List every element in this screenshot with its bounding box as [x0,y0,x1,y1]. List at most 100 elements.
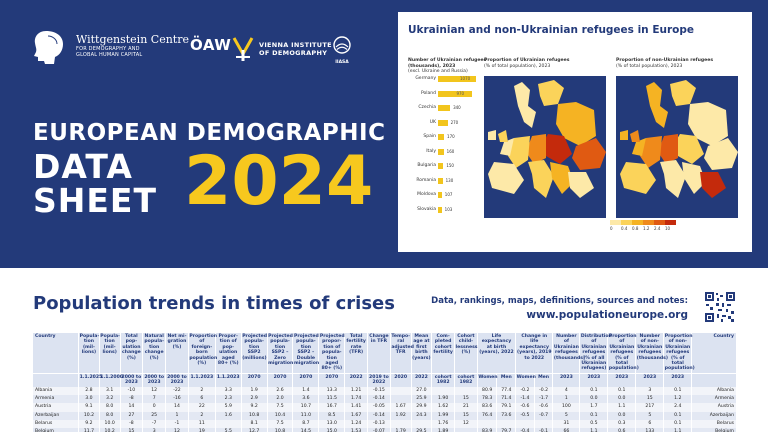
table-cell: -0.14 [367,411,391,420]
table-cell: -8 [120,419,144,429]
table-cell: 27.0 [411,386,433,395]
table-row: Azerbaijan 10.2 8.0 27 25 1 2 1.6 10.8 10.4 11.0 8.… [33,411,737,420]
column-subheader: 2023 [663,372,693,387]
table-cell: 5 [635,411,665,420]
bar-label: Slovakia [417,206,436,212]
table-cell: 1.76 [431,419,456,429]
table-cell: 10.0 [99,419,121,429]
table-cell: 3.1 [99,386,121,395]
table-cell: 11.0 [292,411,320,420]
bar-value: 130 [445,177,454,183]
column-subheader [691,372,737,387]
table-cell: -0.2 [534,386,554,395]
table-row: Belgium 11.7 10.2 15 3 12 19 5.5 12.7 10.8 14.5 15.… [33,428,737,432]
qr-code-icon[interactable] [704,291,736,323]
website-url-link[interactable]: www.populationeurope.org [526,309,688,321]
column-subheader: 2070 [241,372,268,387]
bar-row: Moldova 107 [408,190,508,200]
column-subheader: Women [515,372,536,387]
legend-label: 0.8 [632,226,639,231]
table-cell: Austria [691,403,737,412]
column-subheader: 2000 to 2023 [165,372,189,387]
legend-label: 1.2 [643,226,650,231]
column-header: Net mi-gration (%) [165,333,189,374]
map2-heading-bold: Proportion of non-Ukrainian refugees [616,58,714,63]
table-cell: 2 [188,386,216,395]
table-row: Albania 2.8 3.1 -10 12 -22 2 3.3 1.9 2.6 1.4 13.3 1.… [33,386,737,395]
bar-label: Italy [426,148,436,154]
legend-swatch [632,220,643,225]
bar-mark [438,177,443,184]
column-header: Projected popula-tion SSP2 – Zero migrat… [267,333,294,374]
table-cell: 79.7 [496,428,517,432]
map2-heading-note: (% of total population), 2023 [616,63,683,69]
column-subheader: 1.1.2023 [188,372,216,387]
table-cell: 83.9 [477,428,498,432]
bar-row: Czechia 340 [408,103,508,113]
table-cell: 10.2 [99,428,121,432]
table-cell: 1.67 [344,411,369,420]
column-subheader: 2070 [318,372,346,387]
table-cell: 217 [635,403,665,412]
bar-row: Poland 970 [408,89,508,99]
bar-value: 1070 [460,76,471,81]
bar-mark [438,163,444,169]
column-header: Country [691,333,737,374]
map1-heading-bold: Proportion of Ukrainian refugees [484,58,570,63]
table-cell: 5 [552,411,581,420]
table-cell: -1.4 [515,394,535,404]
table-cell: 21 [454,403,478,412]
column-subheader: 2070 [267,372,294,387]
table-cell [215,419,242,429]
column-header: Proportion of Ukrainian refugees (% of t… [607,333,639,374]
legend-label: 2.4 [654,226,661,231]
table-cell: 0.1 [607,386,637,395]
legend-swatch [654,220,665,225]
table-cell: 0.0 [607,411,637,420]
bar-label: Romania [416,177,436,183]
column-header: Propor-tion of pop-ulation aged 80+ (%) [215,333,242,374]
table-cell: 80.9 [477,386,498,395]
column-header: Projected popula-tion SSP2 (millions) [241,333,268,374]
column-subheader: Men [534,372,554,387]
table-cell: 1.74 [344,394,369,404]
bar-value: 170 [447,134,455,139]
table-cell [454,386,478,395]
bar-value: 270 [450,119,459,125]
table-cell: Azerbaijan [33,411,80,420]
bar-mark [438,192,442,198]
data-table: Country Popula-tion (mil-lions) Popula-tio… [33,333,737,432]
table-cell: Belarus [691,419,737,429]
iiasa-name: IIASA [335,60,349,65]
table-cell: -0.13 [367,419,391,429]
wc-sub1: FOR DEMOGRAPHY AND [76,46,140,52]
table-cell: 10.7 [292,403,320,412]
bar-row: Bulgaria 150 [408,161,508,171]
table-cell: Belgium [33,428,80,432]
bar-value: 103 [444,206,453,212]
wittgenstein-centre-logo: Wittgenstein Centre FOR DEMOGRAPHY AND G… [30,28,189,64]
table-cell: Albania [691,386,737,395]
table-cell: 8.1 [241,419,268,429]
table-cell: -0.5 [515,411,535,420]
table-cell: 0.6 [607,428,637,432]
table-cell: 76.4 [477,411,498,420]
table-cell: 29.9 [411,403,433,412]
table-cell: 15 [454,394,478,404]
bar-mark [438,206,442,213]
column-header: Projected propor-tion of popula-tion age… [318,333,346,374]
table-cell: 25.9 [411,394,433,404]
table-cell: 100 [552,403,581,412]
column-header: Country [33,333,80,374]
table-cell: 3 [142,428,167,432]
table-cell: 24.3 [411,411,433,420]
table-row: Austria 9.1 8.0 14 0 14 22 5.9 9.2 7.5 10.7 16.7 1.4… [33,403,737,412]
wc-sub2: GLOBAL HUMAN CAPITAL [76,52,143,58]
table-cell: 8.5 [318,411,346,420]
table-cell: 9.1 [78,403,100,412]
refugees-map-card: Ukrainian and non-Ukrainian refugees in … [398,12,752,252]
bar-label: Moldova [417,192,436,197]
legend-label: 0 [610,226,613,231]
table-cell: 22 [188,403,216,412]
table-cell: 12 [165,428,189,432]
